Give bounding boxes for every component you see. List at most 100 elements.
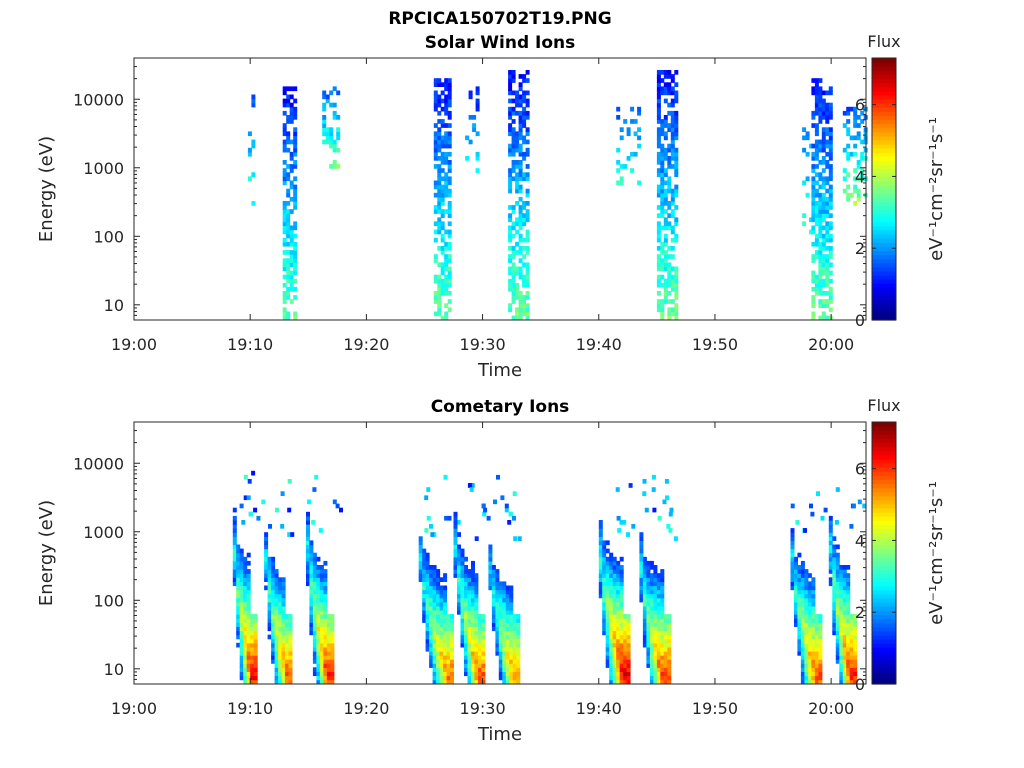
- flux-cell: [821, 192, 826, 198]
- flux-cell: [444, 282, 449, 288]
- flux-cell: [436, 667, 441, 672]
- flux-cell: [322, 127, 327, 132]
- flux-cell: [616, 168, 621, 173]
- flux-cell: [790, 556, 795, 562]
- flux-cell: [794, 622, 798, 627]
- colorbar-step: [872, 438, 896, 444]
- flux-cell: [251, 94, 256, 100]
- flux-cell: [656, 82, 661, 87]
- flux-cell: [811, 671, 816, 677]
- colorbar-step: [872, 311, 896, 317]
- flux-cell: [481, 634, 486, 640]
- flux-cell: [457, 577, 461, 582]
- flux-cell: [285, 663, 289, 668]
- flux-cell: [281, 646, 286, 652]
- flux-cell: [511, 106, 516, 112]
- flux-cell: [649, 655, 654, 660]
- flux-cell: [432, 593, 437, 599]
- flux-cell: [285, 651, 289, 656]
- flux-cell: [825, 282, 830, 288]
- flux-cell: [663, 671, 668, 677]
- flux-cell: [274, 605, 279, 611]
- flux-cell: [797, 569, 802, 574]
- flux-cell: [797, 585, 802, 591]
- flux-cell: [464, 556, 468, 562]
- flux-cell: [656, 151, 661, 157]
- flux-cell: [637, 135, 642, 141]
- flux-cell: [443, 605, 448, 611]
- flux-cell: [818, 655, 823, 660]
- colorbar-step: [872, 250, 896, 256]
- flux-cell: [319, 581, 324, 587]
- flux-cell: [849, 618, 854, 623]
- flux-cell: [846, 651, 851, 656]
- flux-cell: [275, 507, 279, 513]
- flux-cell: [663, 286, 668, 292]
- flux-cell: [246, 634, 251, 640]
- flux-cell: [598, 573, 603, 578]
- flux-cell: [498, 589, 503, 595]
- flux-cell: [425, 569, 430, 574]
- flux-cell: [437, 188, 442, 194]
- flux-cell: [602, 573, 607, 578]
- flux-cell: [488, 581, 493, 587]
- flux-cell: [440, 188, 445, 194]
- flux-cell: [502, 655, 507, 660]
- flux-cell: [239, 597, 244, 603]
- flux-cell: [319, 601, 324, 607]
- flux-cell: [444, 98, 449, 104]
- flux-cell: [818, 147, 823, 153]
- flux-cell: [619, 675, 624, 681]
- flux-cell: [440, 282, 445, 288]
- flux-cell: [667, 622, 672, 627]
- colorbar-step: [872, 217, 896, 223]
- flux-cell: [804, 671, 809, 677]
- flux-cell: [319, 597, 324, 603]
- flux-cell: [525, 139, 530, 145]
- flux-cell: [623, 164, 628, 169]
- flux-cell: [612, 597, 617, 603]
- colorbar-step: [872, 303, 896, 309]
- flux-cell: [804, 646, 809, 652]
- flux-cell: [511, 262, 516, 268]
- flux-cell: [825, 221, 830, 227]
- flux-cell: [447, 205, 452, 210]
- flux-cell: [236, 630, 241, 636]
- colorbar-step: [872, 209, 896, 215]
- flux-cell: [464, 618, 468, 623]
- flux-cell: [649, 610, 654, 615]
- flux-cell: [616, 147, 621, 153]
- flux-cell: [278, 610, 283, 615]
- flux-cell: [518, 221, 523, 227]
- colorbar-tick-label: 0: [855, 311, 865, 330]
- flux-cell: [495, 597, 500, 603]
- flux-cell: [271, 605, 276, 611]
- flux-cell: [835, 601, 840, 607]
- flux-cell: [236, 601, 241, 607]
- flux-cell: [853, 106, 858, 112]
- flux-cell: [811, 217, 816, 223]
- flux-cell: [807, 601, 812, 607]
- flux-cell: [474, 577, 479, 582]
- flux-cell: [818, 119, 823, 124]
- flux-cell: [437, 180, 442, 186]
- flux-cell: [805, 151, 810, 157]
- flux-cell: [495, 605, 500, 611]
- flux-cell: [674, 311, 679, 317]
- flux-cell: [800, 569, 805, 574]
- colorbar-step: [872, 86, 896, 92]
- flux-cell: [457, 601, 461, 607]
- flux-cell: [475, 168, 480, 173]
- flux-cell: [518, 237, 523, 243]
- flux-cell: [282, 176, 287, 182]
- flux-cell: [609, 589, 614, 595]
- flux-cell: [832, 569, 837, 574]
- flux-cell: [437, 201, 442, 206]
- flux-cell: [312, 610, 317, 615]
- flux-cell: [522, 237, 527, 243]
- flux-cell: [660, 250, 665, 255]
- flux-cell: [807, 589, 812, 595]
- flux-cell: [306, 515, 310, 521]
- flux-cell: [509, 605, 514, 611]
- flux-cell: [626, 622, 631, 627]
